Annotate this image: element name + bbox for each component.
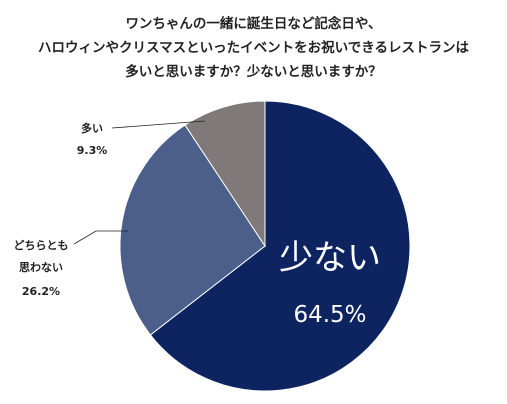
slice-dochiratomo [119,124,266,336]
chart-title-line-2: ハロウィンやクリスマスといったイベントをお祝いできるレストランは [38,40,469,56]
slice-value-shounai: 64.5% [293,302,366,328]
slice-label-ooi: 多い [81,121,103,135]
slice-label-shounai: 少ない [279,238,381,278]
chart-title-line-3: 多いと思いますか？少ないと思いますか？ [125,64,382,80]
leader-line-ooi [111,120,206,129]
slice-label-dochiratomo-line-2: 思わない [19,261,63,274]
slice-value-dochiratomo: 26.2% [22,285,60,298]
pie-slices [119,100,411,392]
slice-shounai [149,100,411,392]
slice-label-dochiratomo-line-1: どちらとも [14,239,69,252]
leader-line-dochiratomo [73,230,128,245]
slice-value-ooi: 9.3% [77,144,108,157]
chart-title-line-1: ワンちゃんの一緒に誕生日など記念日や、 [125,16,382,32]
slice-ooi [184,100,266,248]
chart-title: ワンちゃんの一緒に誕生日など記念日や、 ハロウィンやクリスマスといったイベントを… [0,12,507,84]
